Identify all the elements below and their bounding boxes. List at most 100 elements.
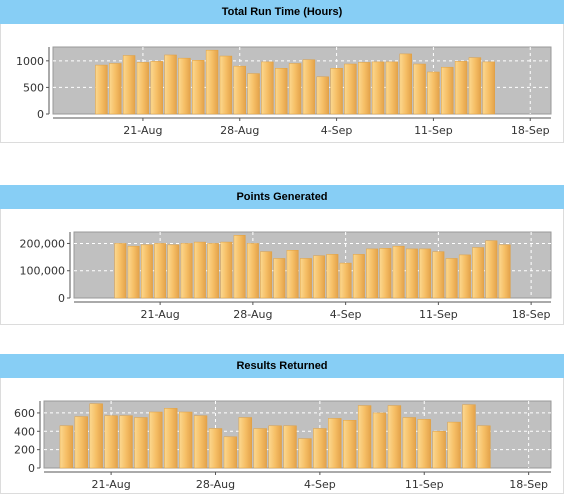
chart-container: 0 200 400 600 21-Aug 28-Aug 4-Sep 11-Sep 18-Sep [0,378,564,494]
bar [208,428,223,469]
bar [339,262,352,299]
bar [344,63,357,115]
panel-title: Points Generated [0,185,564,209]
chart-container: 0 500 1000 21-Aug 28-Aug 4-Sep 11-Sep 18-Sep [0,24,564,143]
bar [432,251,445,299]
bar [149,411,163,469]
x-tick-label: 21-Aug [91,478,130,491]
bar [223,436,238,469]
bar [238,417,252,469]
bar [343,420,357,469]
bar [419,248,432,299]
bar [109,63,122,115]
bar [219,55,233,115]
bar [399,53,412,115]
bar [330,68,343,115]
bar [233,65,246,115]
bar [405,248,418,299]
bar [432,431,446,469]
bar [119,415,133,469]
bar [427,71,440,115]
bar [477,425,491,469]
bar [192,60,205,115]
bar [167,244,180,299]
bar [95,64,108,115]
bar [140,244,153,299]
bar [127,245,140,299]
bar [313,255,326,299]
bar [178,57,191,115]
bar [283,425,297,469]
x-tick-label: 11-Sep [419,308,458,321]
bar [247,73,260,115]
bar [246,243,259,299]
bar [164,408,178,469]
x-tick-label: 21-Aug [141,308,180,321]
bar [468,57,482,115]
bar [286,250,299,299]
bar [379,248,392,299]
bar [402,417,417,469]
chart-points-generated: 0 100,000 200,000 21-Aug 28-Aug 4-Sep 11-Sep 18… [20,231,552,321]
bar [326,254,339,299]
bar [164,54,177,115]
plot-area [52,46,552,115]
bar [104,415,118,469]
y-tick-label: 0 [58,292,65,305]
chart-container: 0 100,000 200,000 21-Aug 28-Aug 4-Sep 11-Sep 18… [0,209,564,325]
x-tick-label: 4-Sep [321,124,353,137]
bar [122,55,136,115]
bar [261,61,274,115]
bar [260,251,273,299]
y-tick-label: 500 [23,81,44,94]
bar [180,243,193,299]
bar [114,243,127,299]
bar [89,403,103,469]
bar [447,421,461,469]
x-tick-label: 28-Aug [196,478,235,491]
bar [458,254,471,299]
y-tick-label: 400 [14,425,35,438]
x-tick-label: 28-Aug [220,124,259,137]
y-tick-label: 1000 [16,55,44,68]
panel-title: Results Returned [0,354,564,378]
bar [207,243,220,299]
bar [441,66,454,115]
y-tick-label: 0 [28,462,35,475]
bar [136,62,150,115]
bar [298,438,312,469]
bar [134,417,148,469]
bar [220,241,233,299]
chart-results-returned: 0 200 400 600 21-Aug 28-Aug 4-Sep 11-Sep 18-Sep [14,400,552,491]
bar [233,235,246,299]
bar [74,416,88,469]
bar [485,240,498,299]
bar [193,241,206,299]
bar [358,62,371,115]
bar [472,247,485,299]
bar [302,59,316,115]
bar [498,244,511,299]
bar [205,49,219,115]
bar [445,258,458,299]
bar [385,61,399,115]
x-tick-label: 28-Aug [233,308,272,321]
bar [288,63,302,115]
y-tick-label: 200,000 [20,237,66,250]
bar [328,418,342,469]
x-tick-label: 18-Sep [511,124,550,137]
x-tick-label: 11-Sep [405,478,444,491]
bar [372,412,387,469]
x-tick-label: 18-Sep [512,308,551,321]
chart-run-time: 0 500 1000 21-Aug 28-Aug 4-Sep 11-Sep 18-Sep [16,46,552,137]
bar [59,425,74,469]
bar [178,411,193,469]
bar [299,258,312,299]
x-tick-label: 11-Sep [414,124,453,137]
bar [268,425,282,469]
bar [462,404,476,469]
bar [413,63,426,115]
bar [313,428,327,469]
x-tick-label: 4-Sep [330,308,362,321]
bar [150,61,163,115]
